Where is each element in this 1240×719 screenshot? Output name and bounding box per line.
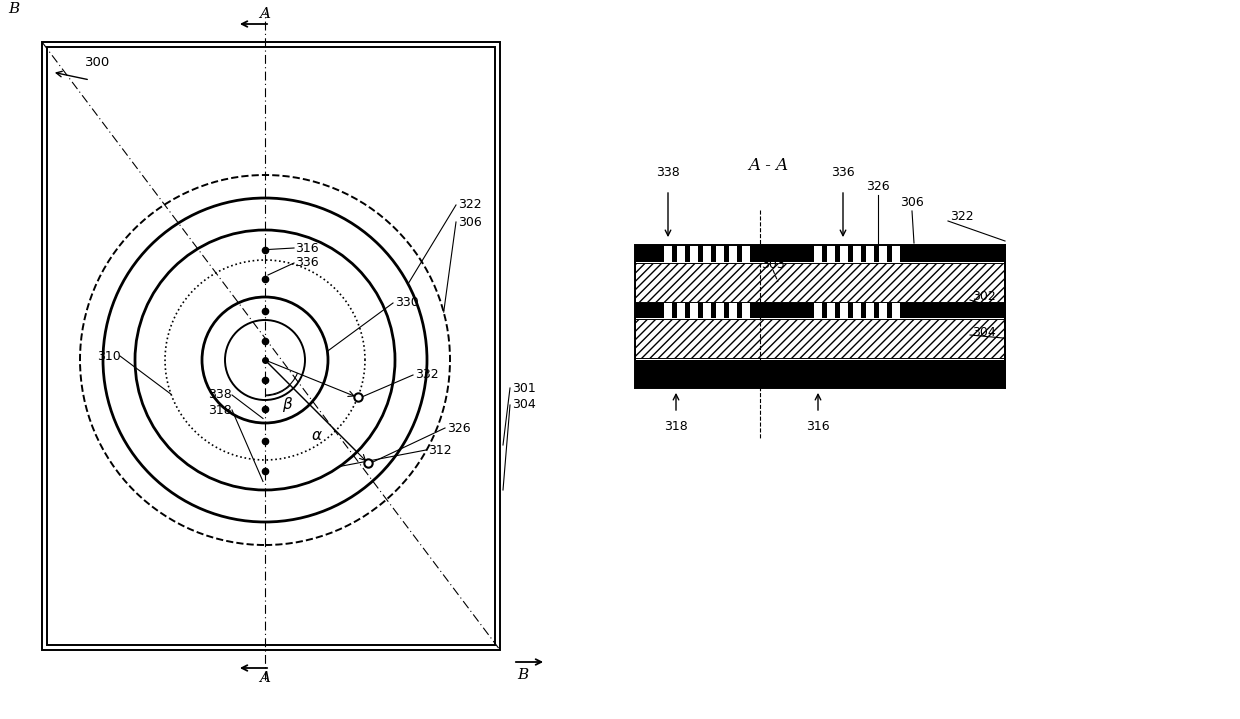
- Text: 304: 304: [972, 326, 996, 339]
- Bar: [866, 303, 874, 318]
- Bar: [813, 245, 822, 262]
- Text: 304: 304: [512, 398, 536, 411]
- Text: 306: 306: [900, 196, 924, 209]
- Text: 306: 306: [458, 216, 482, 229]
- Bar: [827, 303, 835, 318]
- Bar: [42, 42, 500, 650]
- Bar: [892, 245, 900, 262]
- Bar: [742, 245, 750, 262]
- Text: α: α: [312, 428, 322, 442]
- Text: A - A: A - A: [748, 157, 789, 173]
- Bar: [635, 319, 1004, 358]
- Bar: [689, 245, 698, 262]
- Bar: [742, 303, 750, 318]
- Bar: [635, 303, 1004, 318]
- Text: 316: 316: [806, 419, 830, 433]
- Bar: [879, 303, 887, 318]
- Bar: [703, 303, 711, 318]
- Text: 330: 330: [396, 296, 419, 309]
- Bar: [663, 245, 672, 262]
- Bar: [635, 263, 1004, 302]
- Text: β: β: [283, 398, 291, 413]
- Bar: [677, 303, 684, 318]
- Text: 332: 332: [415, 369, 439, 382]
- Bar: [866, 245, 874, 262]
- Text: 318: 318: [208, 403, 232, 416]
- Bar: [839, 303, 848, 318]
- Text: 310: 310: [97, 349, 120, 362]
- Text: 336: 336: [831, 167, 854, 180]
- Bar: [839, 245, 848, 262]
- Text: 338: 338: [656, 167, 680, 180]
- Text: 318: 318: [665, 419, 688, 433]
- Bar: [813, 303, 822, 318]
- Text: 326: 326: [867, 180, 890, 193]
- Bar: [892, 303, 900, 318]
- Bar: [47, 47, 495, 645]
- Bar: [729, 303, 737, 318]
- Text: B: B: [517, 668, 528, 682]
- Text: 300: 300: [86, 55, 110, 68]
- Text: A: A: [259, 671, 270, 685]
- Bar: [635, 245, 1004, 388]
- Text: 336: 336: [295, 257, 319, 270]
- Text: 338: 338: [208, 388, 232, 401]
- Text: 322: 322: [950, 211, 973, 224]
- Text: 326: 326: [446, 421, 471, 434]
- Bar: [635, 360, 1004, 388]
- Text: B: B: [9, 2, 20, 16]
- Bar: [663, 303, 672, 318]
- Bar: [853, 303, 861, 318]
- Bar: [677, 245, 684, 262]
- Bar: [853, 245, 861, 262]
- Text: 316: 316: [295, 242, 319, 255]
- Bar: [703, 245, 711, 262]
- Text: 301: 301: [512, 382, 536, 395]
- Bar: [729, 245, 737, 262]
- Text: 303: 303: [761, 257, 785, 270]
- Text: 322: 322: [458, 198, 481, 211]
- Text: 312: 312: [428, 444, 451, 457]
- Text: A: A: [259, 7, 270, 21]
- Bar: [827, 245, 835, 262]
- Text: 302: 302: [972, 290, 996, 303]
- Bar: [715, 245, 724, 262]
- Bar: [689, 303, 698, 318]
- Bar: [879, 245, 887, 262]
- Text: 301: 301: [972, 367, 996, 380]
- Bar: [715, 303, 724, 318]
- Bar: [635, 245, 1004, 262]
